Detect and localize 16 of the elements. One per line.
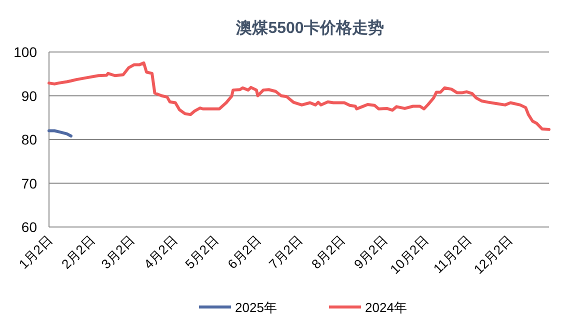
legend-label: 2025年 [235, 300, 277, 315]
x-tick-label: 3月2日 [98, 232, 138, 272]
y-tick-label: 100 [14, 44, 38, 60]
y-tick-label: 90 [21, 88, 38, 104]
chart-title: 澳煤5500卡价格走势 [235, 19, 384, 37]
x-tick-label: 8月2日 [308, 232, 348, 272]
x-tick-label: 7月2日 [266, 232, 306, 272]
legend-label: 2024年 [365, 300, 407, 315]
x-tick-label: 1月2日 [16, 232, 56, 272]
y-tick-label: 80 [21, 132, 38, 148]
x-tick-label: 6月2日 [224, 232, 264, 272]
y-tick-label: 60 [21, 219, 38, 235]
x-tick-label: 2月2日 [58, 232, 98, 272]
x-tick-label: 4月2日 [140, 232, 180, 272]
x-tick-label: 5月2日 [182, 232, 222, 272]
y-tick-label: 70 [21, 175, 38, 192]
